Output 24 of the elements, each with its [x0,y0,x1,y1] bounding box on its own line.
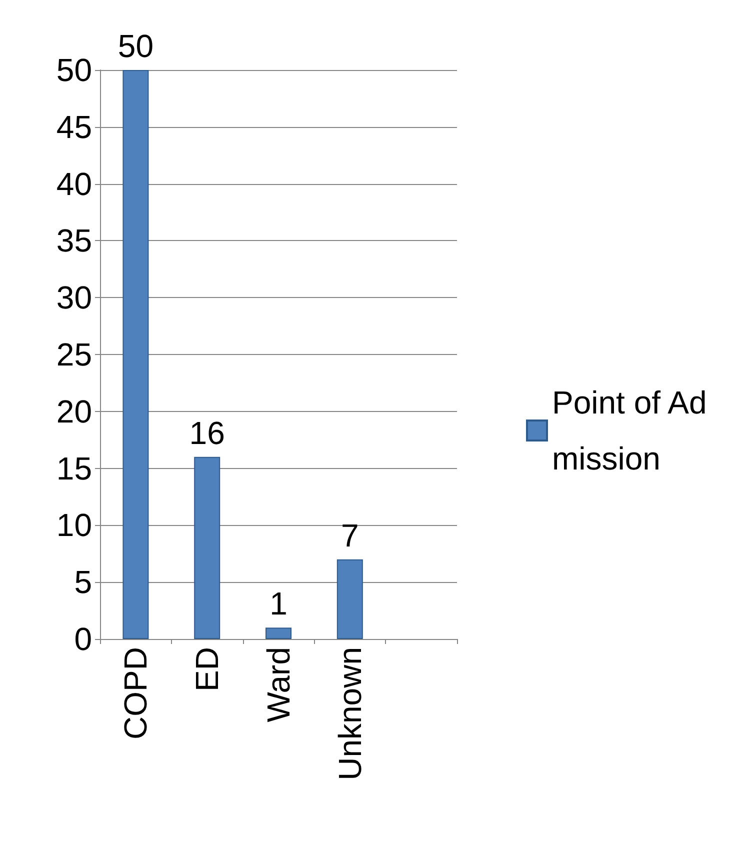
bar [266,628,292,639]
y-tick-label: 5 [74,564,92,600]
y-tick-label: 50 [56,52,92,88]
y-tick-label: 45 [56,108,92,145]
x-tick-label: Ward [260,647,296,722]
legend-label: Point of Admission [552,384,707,476]
data-label: 50 [118,28,154,64]
y-tick-label: 40 [56,166,92,202]
x-tick-label: Unknown [332,647,368,780]
bar [194,456,220,639]
bar [122,70,149,639]
y-tick-label: 25 [56,336,92,372]
data-label: 7 [341,517,359,554]
x-tick-label: ED [189,647,226,692]
bar [336,559,363,639]
y-tick-label: 15 [56,450,92,486]
y-tick-label: 10 [56,507,92,544]
data-label: 16 [189,414,225,451]
y-tick-label: 30 [56,280,92,316]
y-tick-label: 0 [74,621,92,657]
data-label: 1 [270,586,288,622]
y-tick-label: 20 [56,393,92,430]
y-tick-label: 35 [56,222,92,259]
x-tick-label: COPD [118,647,154,740]
